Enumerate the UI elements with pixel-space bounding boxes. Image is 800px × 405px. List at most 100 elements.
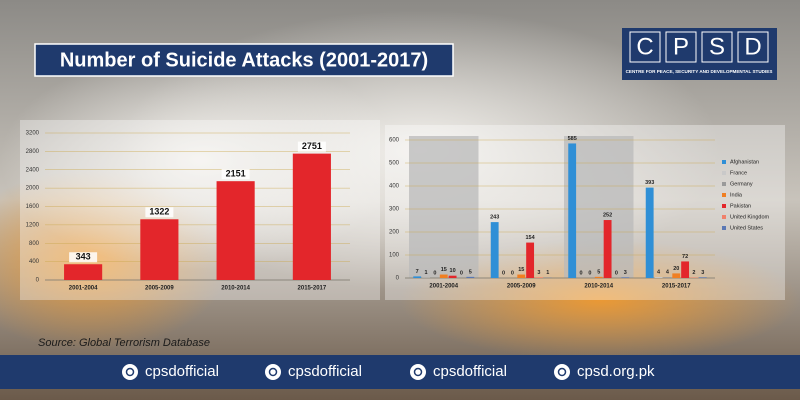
legend-label: France: [730, 170, 747, 176]
value-label: 2751: [302, 141, 322, 151]
legend-swatch: [722, 171, 726, 175]
y-tick-label: 2800: [26, 149, 40, 155]
y-tick-label: 500: [389, 161, 400, 167]
value-label: 3: [624, 270, 627, 276]
value-label: 0: [511, 270, 514, 276]
value-label: 252: [603, 212, 612, 218]
x-tick-label: 2010-2014: [584, 284, 613, 290]
y-tick-label: 200: [389, 230, 400, 236]
value-label: 585: [568, 136, 577, 142]
legend-label: Germany: [730, 181, 753, 187]
value-label: 0: [615, 270, 618, 276]
legend-label: India: [730, 192, 743, 198]
social-icon: [554, 364, 570, 380]
chart-title: Number of Suicide Attacks (2001-2017): [60, 49, 428, 71]
bar: [413, 276, 421, 278]
value-label: 2: [692, 270, 695, 276]
y-tick-label: 400: [389, 184, 400, 190]
value-label: 72: [682, 254, 688, 260]
y-tick-label: 400: [29, 259, 40, 265]
x-tick-label: 2005-2009: [507, 284, 536, 290]
bar: [466, 277, 474, 278]
category-shade: [409, 136, 479, 278]
bar: [517, 275, 525, 278]
value-label: 0: [502, 270, 505, 276]
x-tick-label: 2001-2004: [69, 286, 98, 292]
bar: [655, 277, 663, 278]
bar: [595, 277, 603, 278]
value-label: 15: [441, 267, 447, 273]
value-label: 343: [76, 252, 91, 262]
bar: [681, 261, 689, 278]
bar: [672, 273, 680, 278]
value-label: 2151: [226, 169, 246, 179]
legend-swatch: [722, 160, 726, 164]
value-label: 243: [490, 215, 499, 221]
value-label: 1: [425, 270, 428, 276]
x-tick-label: 2010-2014: [221, 286, 250, 292]
value-label: 1: [546, 270, 549, 276]
legend-swatch: [722, 182, 726, 186]
bar: [646, 188, 654, 278]
legend-label: Pakistan: [730, 203, 751, 209]
logo-letter: C: [636, 33, 653, 60]
bar: [64, 264, 102, 280]
value-label: 393: [645, 180, 654, 186]
social-icon: [122, 364, 138, 380]
value-label: 0: [460, 270, 463, 276]
bar: [604, 220, 612, 278]
social-handle[interactable]: cpsdofficial: [145, 363, 219, 380]
logo-letter: D: [744, 33, 761, 60]
value-label: 5: [469, 269, 472, 275]
footer-bar: [0, 355, 800, 389]
y-tick-label: 3200: [26, 131, 40, 137]
value-label: 154: [526, 235, 536, 241]
logo-subtitle: CENTRE FOR PEACE, SECURITY AND DEVELOPME…: [626, 69, 773, 74]
value-label: 1322: [149, 207, 169, 217]
logo-letter: S: [709, 33, 725, 60]
x-tick-label: 2001-2004: [429, 284, 458, 290]
legend-label: United States: [730, 225, 763, 231]
bar: [535, 277, 543, 278]
legend-swatch: [722, 215, 726, 219]
value-label: 3: [701, 270, 704, 276]
x-tick-label: 2015-2017: [298, 286, 327, 292]
social-handle[interactable]: cpsdofficial: [433, 363, 507, 380]
y-tick-label: 600: [389, 138, 400, 144]
social-icon: [410, 364, 426, 380]
bar: [140, 219, 178, 280]
bar: [621, 277, 629, 278]
y-tick-label: 2000: [26, 186, 40, 192]
y-tick-label: 300: [389, 207, 400, 213]
legend-label: Afghanistan: [730, 159, 759, 165]
y-tick-label: 1200: [26, 222, 40, 228]
bar: [217, 181, 255, 280]
value-label: 15: [518, 267, 524, 273]
value-label: 0: [433, 270, 436, 276]
social-handle[interactable]: cpsd.org.pk: [577, 363, 655, 380]
value-label: 0: [580, 270, 583, 276]
bar: [699, 277, 707, 278]
x-tick-label: 2005-2009: [145, 286, 174, 292]
bar: [526, 243, 534, 278]
bar: [440, 275, 448, 278]
source-note: Source: Global Terrorism Database: [38, 337, 210, 349]
value-label: 5: [597, 269, 600, 275]
y-tick-label: 800: [29, 241, 40, 247]
bar: [449, 276, 457, 278]
legend-swatch: [722, 193, 726, 197]
bar: [568, 143, 576, 278]
logo-letter: P: [673, 33, 689, 60]
value-label: 10: [450, 268, 456, 274]
bar: [663, 277, 671, 278]
bar: [491, 222, 499, 278]
social-handle[interactable]: cpsdofficial: [288, 363, 362, 380]
y-tick-label: 1600: [26, 204, 40, 210]
y-tick-label: 2400: [26, 167, 40, 173]
bar: [293, 154, 331, 280]
value-label: 3: [537, 270, 540, 276]
social-icon: [265, 364, 281, 380]
x-tick-label: 2015-2017: [662, 284, 691, 290]
value-label: 20: [673, 266, 679, 272]
